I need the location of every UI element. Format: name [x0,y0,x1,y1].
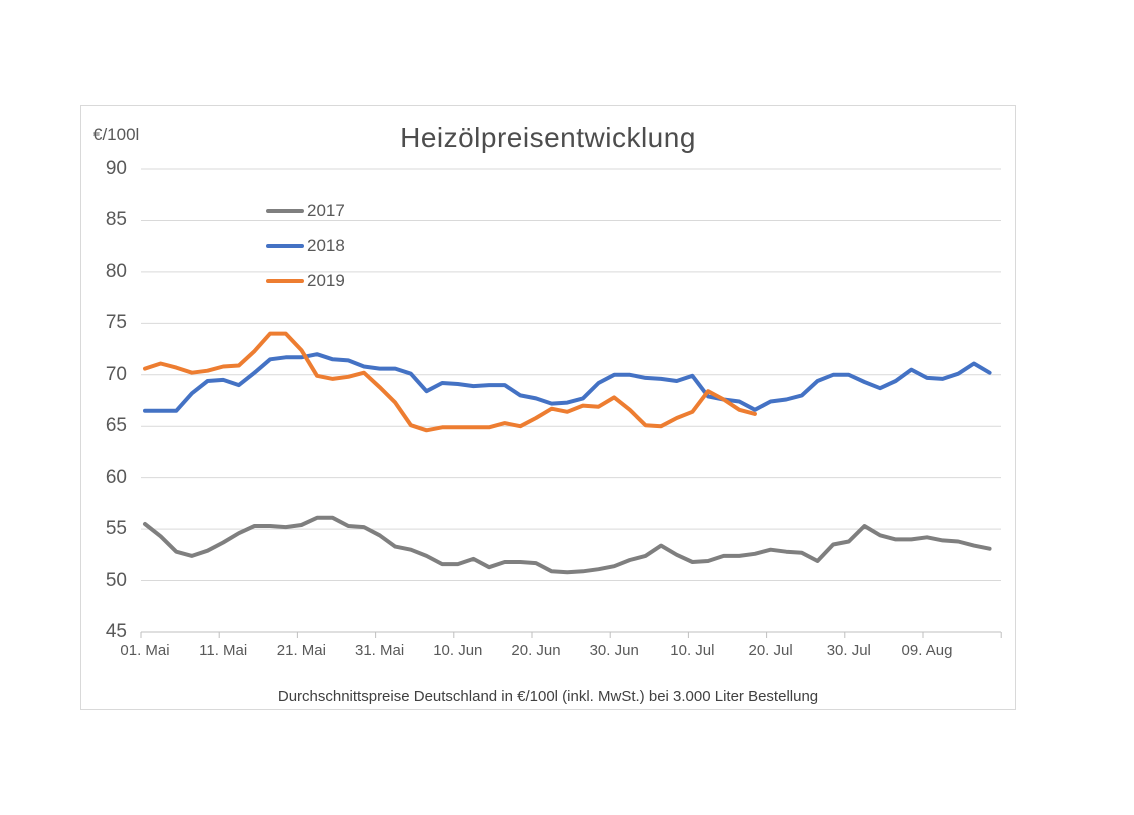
y-axis-tick-label: 80 [105,260,127,282]
y-axis-tick-label: 75 [105,312,127,334]
legend-label: 2018 [307,235,345,255]
y-axis-unit-label: €/100l [93,125,140,144]
y-axis-tick-label: 85 [105,209,127,231]
x-axis-tick-label: 31. Mai [354,642,405,659]
legend-label: 2019 [307,270,345,290]
legend-item-2019: 2019 [266,263,345,298]
x-axis-tick-label: 11. Mai [199,642,248,659]
plot-area [140,168,1002,638]
x-axis-tick-label: 20. Jul [748,642,793,659]
legend: 2017 2018 2019 [266,193,345,298]
x-axis-tick-label: 21. Mai [276,642,326,659]
legend-item-2017: 2017 [266,193,345,228]
y-axis-tick-label: 50 [105,569,127,591]
x-axis-tick-label: 10. Jul [670,642,715,659]
legend-swatch-2019 [266,278,304,283]
y-axis-tick-label: 60 [105,466,127,488]
legend-swatch-2018 [266,243,304,248]
x-axis-tick-label: 20. Jun [511,642,561,659]
y-axis-tick-label: 90 [105,158,127,179]
legend-item-2018: 2018 [266,228,345,263]
legend-swatch-2017 [266,208,304,213]
x-axis-tick-label: 01. Mai [120,642,170,659]
series-line-2018 [143,352,992,413]
legend-label: 2017 [307,200,345,220]
chart-frame: Heizölpreisentwicklung €/100l 90 85 80 75 70… [80,105,1016,710]
x-axis-tick-label: 09. Aug [901,642,953,659]
x-axis-tick-label: 30. Jun [589,642,639,659]
y-axis-tick-label: 55 [105,518,127,540]
chart-footnote: Durchschnittspreise Deutschland in €/100… [277,688,819,705]
y-axis-tick-label: 65 [105,415,127,437]
x-axis-tick-label: 10. Jun [433,642,483,659]
x-axis-tick-label: 30. Jul [826,642,871,659]
series-line-2017 [143,515,992,575]
y-axis-tick-label: 45 [105,621,127,642]
chart-title: Heizölpreisentwicklung [400,122,696,153]
y-axis-tick-label: 70 [105,363,127,385]
series-line-2019 [143,331,757,433]
